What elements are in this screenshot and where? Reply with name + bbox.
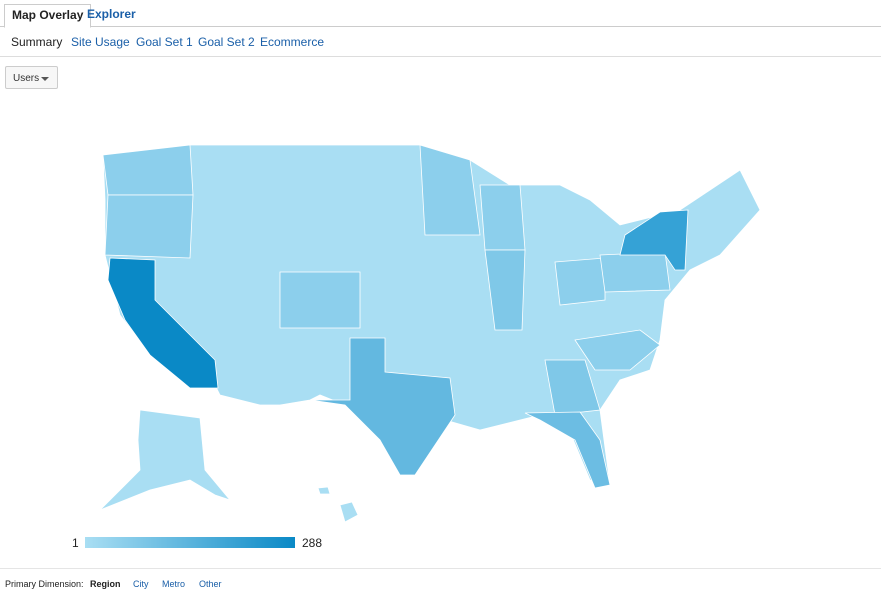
region [544, 359, 601, 416]
region [339, 501, 359, 523]
region [599, 251, 671, 293]
subtab[interactable]: Ecommerce [260, 35, 325, 49]
region [484, 249, 526, 331]
tab-bar: Map Overlay Explorer [0, 0, 881, 28]
dimension-option[interactable]: City [133, 579, 149, 589]
footer: Primary Dimension: Region City Metro Oth… [0, 568, 881, 590]
region [99, 409, 232, 511]
legend-min: 1 [72, 536, 79, 550]
region [554, 257, 606, 306]
subtab-bar: Summary Site Usage Goal Set 1 Goal Set 2… [0, 26, 881, 57]
subtab[interactable]: Goal Set 2 [198, 35, 255, 49]
region [524, 411, 611, 489]
dimension-option[interactable]: Region [90, 579, 121, 589]
region [104, 194, 194, 259]
region [107, 257, 219, 389]
metric-dropdown[interactable]: Users [5, 66, 58, 89]
region [479, 184, 526, 251]
region [574, 329, 661, 371]
subtab[interactable]: Site Usage [71, 35, 130, 49]
legend-gradient [85, 537, 295, 548]
region [102, 144, 194, 196]
region [279, 271, 361, 329]
tab[interactable]: Explorer [87, 7, 136, 21]
region [619, 209, 689, 271]
map [99, 144, 761, 523]
region [309, 337, 456, 476]
tab[interactable]: Map Overlay [4, 4, 92, 28]
region [317, 486, 331, 495]
dimension-option[interactable]: Other [199, 579, 222, 589]
subtab[interactable]: Summary [11, 35, 63, 49]
dimension-label: Primary Dimension: [5, 579, 84, 589]
subtab[interactable]: Goal Set 1 [136, 35, 193, 49]
dimension-option[interactable]: Metro [162, 579, 186, 589]
region [419, 144, 481, 236]
legend-max: 288 [302, 536, 323, 550]
